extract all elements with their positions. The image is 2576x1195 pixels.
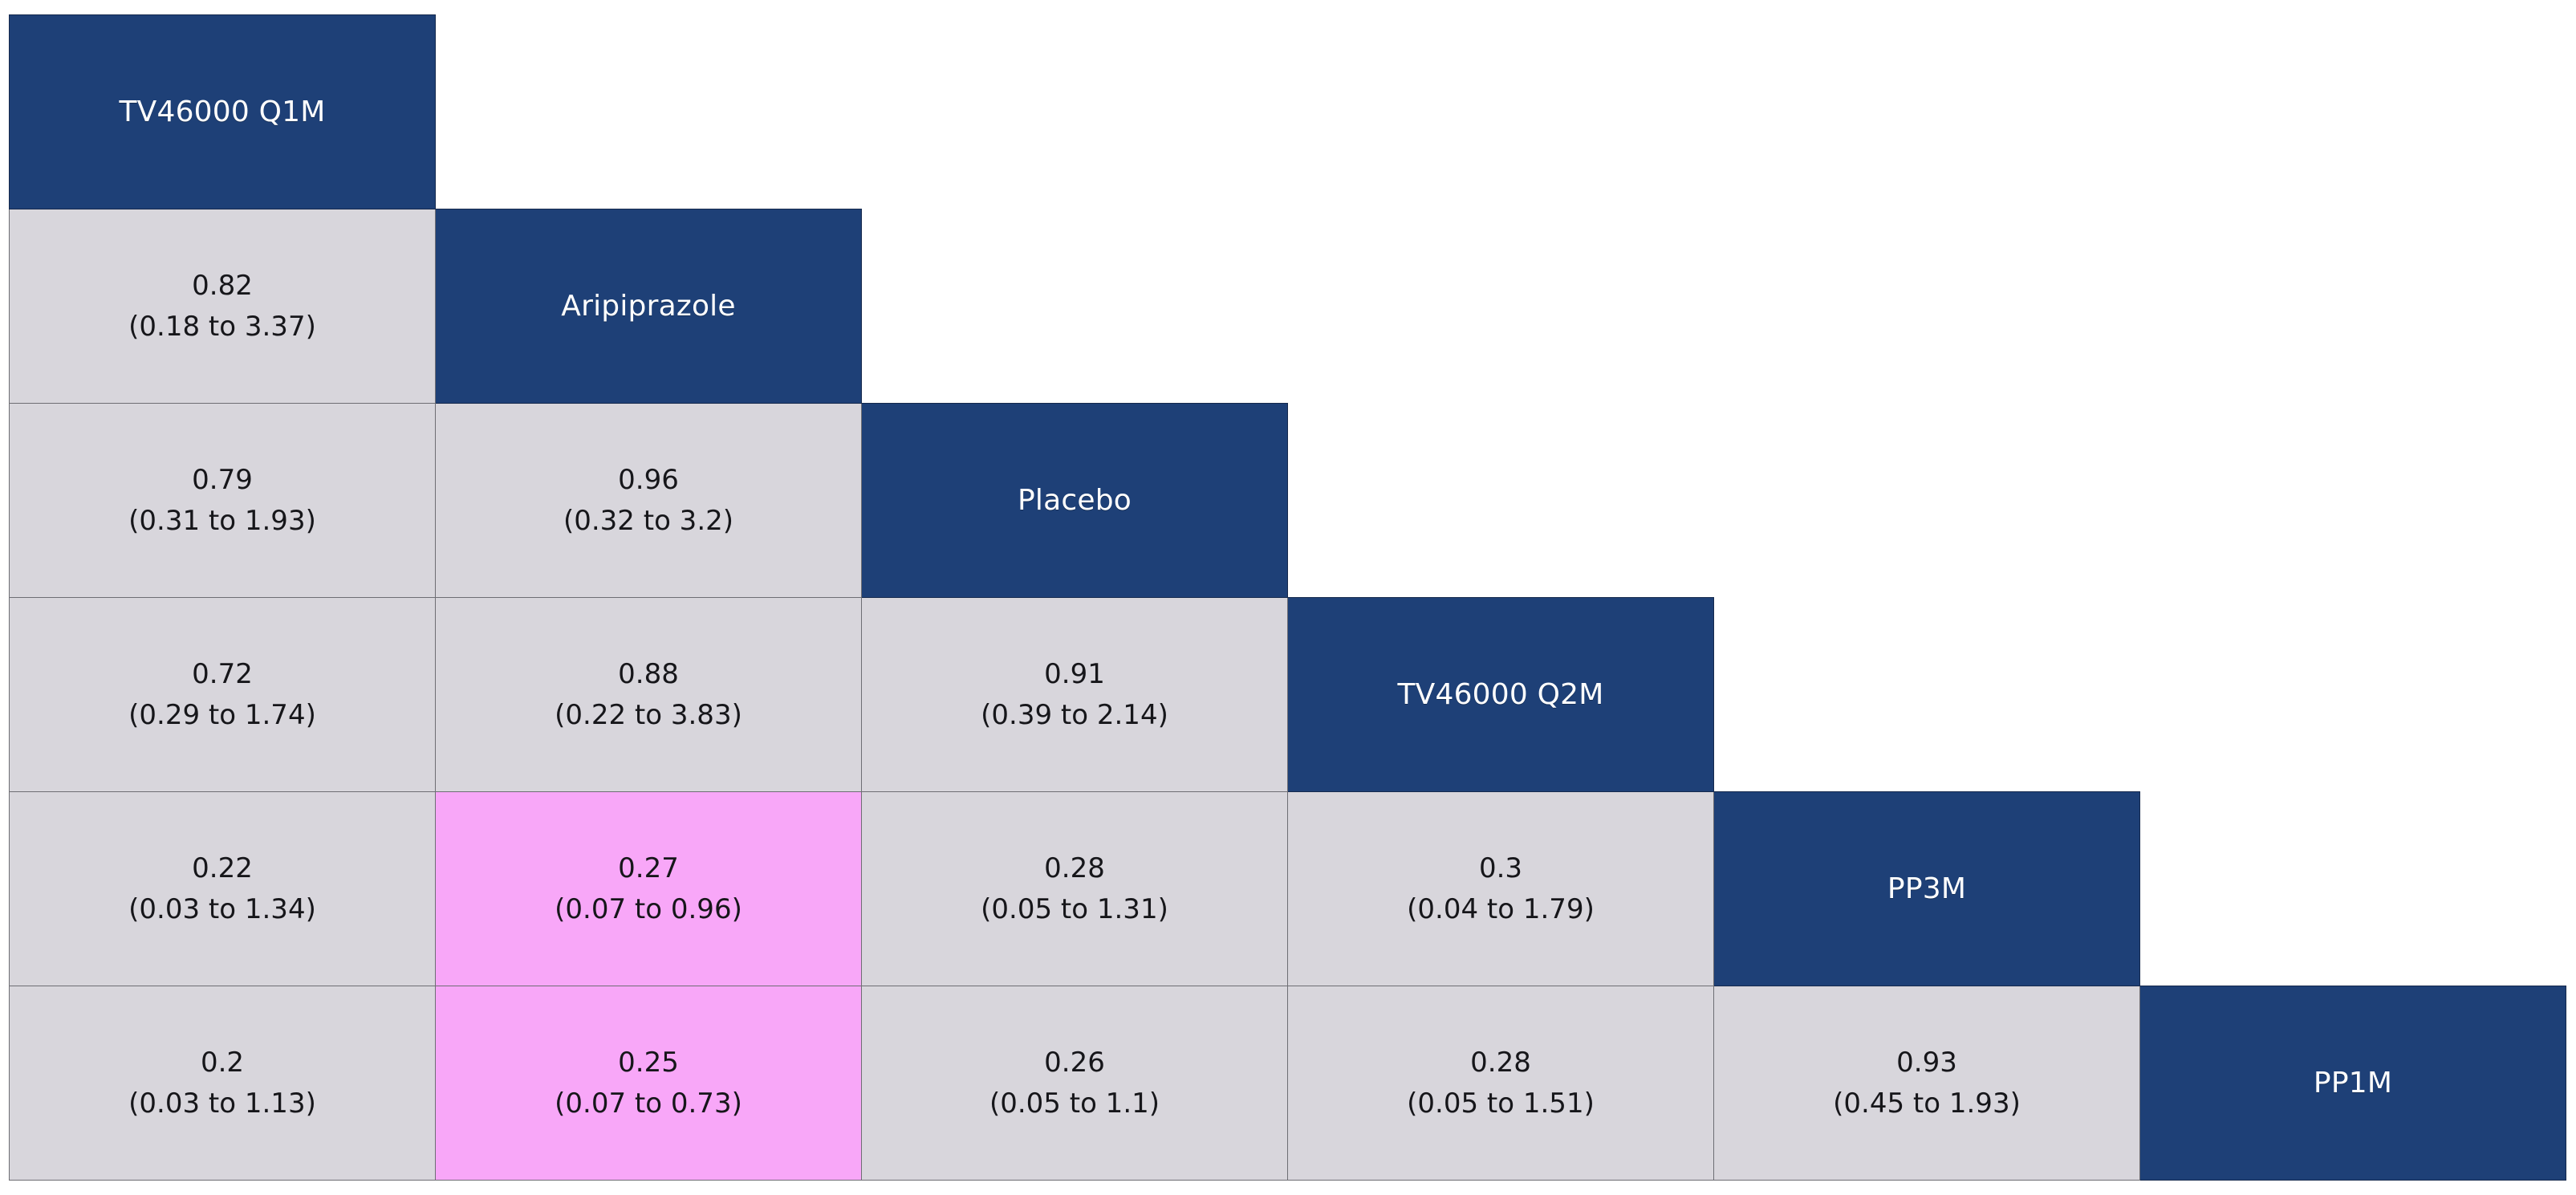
estimate-cell-significant: 0.25 (0.07 to 0.73) bbox=[435, 986, 862, 1181]
estimate-confidence-interval: (0.45 to 1.93) bbox=[1833, 1087, 2021, 1120]
table-row: 0.22 (0.03 to 1.34) 0.27 (0.07 to 0.96) 0.28… bbox=[9, 791, 2566, 986]
estimate-point: 0.79 bbox=[192, 464, 253, 497]
estimate-cell: 0.22 (0.03 to 1.34) bbox=[9, 791, 436, 986]
empty-cell bbox=[861, 209, 1288, 404]
treatment-header-cell: Placebo bbox=[861, 403, 1288, 598]
empty-cell bbox=[1713, 209, 2140, 404]
treatment-label: PP3M bbox=[1887, 872, 1967, 905]
estimate-cell: 0.96 (0.32 to 3.2) bbox=[435, 403, 862, 598]
empty-cell bbox=[435, 14, 862, 209]
estimate-point: 0.93 bbox=[1896, 1047, 1957, 1079]
league-table-body: TV46000 Q1M 0.82 (0.18 to 3.37) Aripiprazol… bbox=[9, 14, 2566, 1181]
treatment-header-cell: PP3M bbox=[1713, 791, 2140, 986]
estimate-cell-significant: 0.27 (0.07 to 0.96) bbox=[435, 791, 862, 986]
estimate-cell: 0.79 (0.31 to 1.93) bbox=[9, 403, 436, 598]
estimate-point: 0.28 bbox=[1470, 1047, 1531, 1079]
estimate-confidence-interval: (0.29 to 1.74) bbox=[128, 698, 316, 731]
estimate-cell: 0.88 (0.22 to 3.83) bbox=[435, 597, 862, 792]
estimate-point: 0.96 bbox=[618, 464, 679, 497]
league-table: TV46000 Q1M 0.82 (0.18 to 3.37) Aripiprazol… bbox=[9, 14, 2566, 1181]
estimate-cell: 0.91 (0.39 to 2.14) bbox=[861, 597, 1288, 792]
empty-cell bbox=[2139, 597, 2566, 792]
treatment-header-cell: TV46000 Q2M bbox=[1287, 597, 1714, 792]
estimate-confidence-interval: (0.05 to 1.31) bbox=[981, 892, 1168, 925]
empty-cell bbox=[2139, 791, 2566, 986]
empty-cell bbox=[1287, 209, 1714, 404]
empty-cell bbox=[2139, 14, 2566, 209]
treatment-label: TV46000 Q2M bbox=[1397, 678, 1604, 711]
estimate-cell: 0.26 (0.05 to 1.1) bbox=[861, 986, 1288, 1181]
empty-cell bbox=[1713, 597, 2140, 792]
estimate-confidence-interval: (0.31 to 1.93) bbox=[128, 504, 316, 537]
estimate-cell: 0.72 (0.29 to 1.74) bbox=[9, 597, 436, 792]
table-row: 0.79 (0.31 to 1.93) 0.96 (0.32 to 3.2) Place… bbox=[9, 403, 2566, 598]
estimate-point: 0.91 bbox=[1044, 658, 1105, 691]
empty-cell bbox=[1287, 14, 1714, 209]
treatment-header-cell: PP1M bbox=[2139, 986, 2566, 1181]
estimate-confidence-interval: (0.22 to 3.83) bbox=[555, 698, 742, 731]
estimate-point: 0.26 bbox=[1044, 1047, 1105, 1079]
estimate-cell: 0.28 (0.05 to 1.31) bbox=[861, 791, 1288, 986]
table-row: 0.2 (0.03 to 1.13) 0.25 (0.07 to 0.73) 0.26 (… bbox=[9, 986, 2566, 1181]
estimate-confidence-interval: (0.07 to 0.96) bbox=[555, 892, 742, 925]
treatment-label: Placebo bbox=[1018, 484, 1132, 517]
empty-cell bbox=[861, 14, 1288, 209]
estimate-cell: 0.2 (0.03 to 1.13) bbox=[9, 986, 436, 1181]
empty-cell bbox=[1713, 403, 2140, 598]
empty-cell bbox=[1713, 14, 2140, 209]
treatment-label: Aripiprazole bbox=[561, 290, 736, 323]
empty-cell bbox=[1287, 403, 1714, 598]
estimate-confidence-interval: (0.04 to 1.79) bbox=[1407, 892, 1595, 925]
treatment-header-cell: Aripiprazole bbox=[435, 209, 862, 404]
estimate-cell: 0.82 (0.18 to 3.37) bbox=[9, 209, 436, 404]
estimate-confidence-interval: (0.32 to 3.2) bbox=[563, 504, 734, 537]
estimate-confidence-interval: (0.05 to 1.51) bbox=[1407, 1087, 1595, 1120]
table-row: TV46000 Q1M bbox=[9, 14, 2566, 209]
estimate-cell: 0.28 (0.05 to 1.51) bbox=[1287, 986, 1714, 1181]
treatment-label: PP1M bbox=[2313, 1067, 2393, 1099]
table-row: 0.82 (0.18 to 3.37) Aripiprazole bbox=[9, 209, 2566, 404]
estimate-point: 0.28 bbox=[1044, 852, 1105, 885]
estimate-confidence-interval: (0.39 to 2.14) bbox=[981, 698, 1168, 731]
estimate-point: 0.72 bbox=[192, 658, 253, 691]
table-row: 0.72 (0.29 to 1.74) 0.88 (0.22 to 3.83) 0.91… bbox=[9, 597, 2566, 792]
estimate-confidence-interval: (0.03 to 1.34) bbox=[128, 892, 316, 925]
empty-cell bbox=[2139, 403, 2566, 598]
estimate-point: 0.88 bbox=[618, 658, 679, 691]
estimate-cell: 0.93 (0.45 to 1.93) bbox=[1713, 986, 2140, 1181]
treatment-label: TV46000 Q1M bbox=[119, 96, 326, 128]
estimate-confidence-interval: (0.05 to 1.1) bbox=[989, 1087, 1160, 1120]
estimate-confidence-interval: (0.18 to 3.37) bbox=[128, 310, 316, 343]
estimate-point: 0.25 bbox=[618, 1047, 679, 1079]
estimate-point: 0.82 bbox=[192, 270, 253, 303]
estimate-point: 0.3 bbox=[1478, 852, 1523, 885]
estimate-point: 0.27 bbox=[618, 852, 679, 885]
estimate-point: 0.22 bbox=[192, 852, 253, 885]
estimate-confidence-interval: (0.07 to 0.73) bbox=[555, 1087, 742, 1120]
estimate-confidence-interval: (0.03 to 1.13) bbox=[128, 1087, 316, 1120]
empty-cell bbox=[2139, 209, 2566, 404]
estimate-cell: 0.3 (0.04 to 1.79) bbox=[1287, 791, 1714, 986]
treatment-header-cell: TV46000 Q1M bbox=[9, 14, 436, 209]
estimate-point: 0.2 bbox=[200, 1047, 245, 1079]
